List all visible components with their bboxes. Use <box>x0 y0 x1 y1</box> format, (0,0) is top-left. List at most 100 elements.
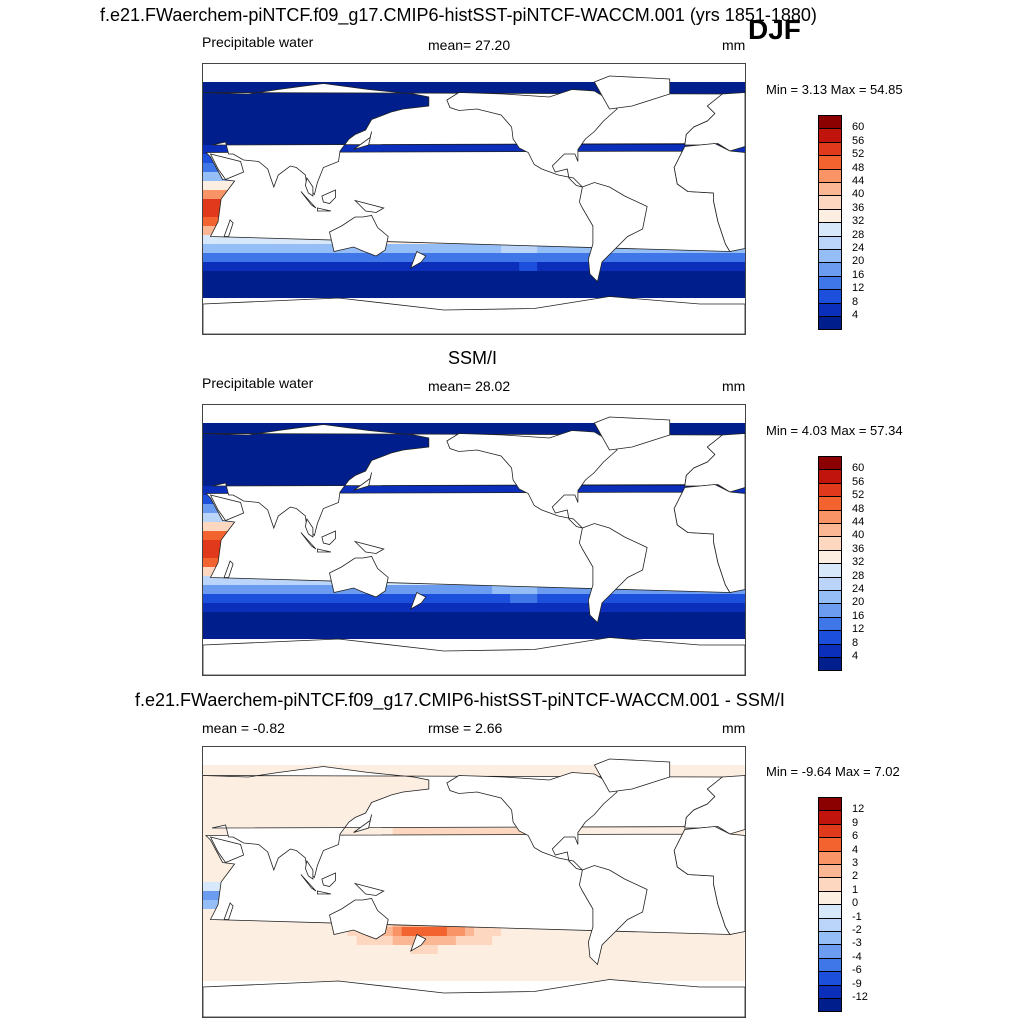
landmass <box>203 979 745 1017</box>
colorbar-swatch <box>818 275 842 291</box>
diff-mean-label: mean = -0.82 <box>202 720 285 736</box>
landmass <box>329 898 389 940</box>
figure-title: f.e21.FWaerchem-piNTCF.f09_g17.CMIP6-his… <box>100 5 817 25</box>
colorbar-swatch <box>818 128 842 143</box>
colorbar-swatch <box>818 864 842 879</box>
landmass <box>353 814 372 833</box>
colorbar-tick-label: -1 <box>852 910 862 923</box>
colorbar-swatch <box>818 890 842 906</box>
colorbar-tick-label: 8 <box>852 636 859 649</box>
colorbar-swatch <box>818 289 842 304</box>
colorbar-tick-label: 20 <box>852 255 865 268</box>
panel-minmax-label: Min = -9.64 Max = 7.02 <box>766 764 900 779</box>
colorbar-swatch <box>818 630 842 645</box>
colorbar-tick-label: 12 <box>852 623 865 636</box>
colorbar-tick-label: 1 <box>852 883 859 896</box>
colorbar-tick-label: 24 <box>852 242 865 254</box>
colorbar-tick-label: 56 <box>852 475 865 488</box>
colorbar-tick-label: 40 <box>852 529 865 542</box>
colorbar-swatch <box>818 944 842 959</box>
landmass <box>353 882 385 896</box>
landmass <box>321 872 336 887</box>
landmass <box>317 207 332 212</box>
landmass <box>203 637 745 675</box>
colorbar-swatch <box>818 657 842 672</box>
landmass <box>329 215 389 257</box>
diff-map <box>202 746 746 1018</box>
landmass <box>300 874 317 892</box>
colorbar-tick-label: -2 <box>852 924 862 936</box>
colorbar-tick-label: 56 <box>852 134 865 147</box>
colorbar-swatch <box>818 998 842 1013</box>
colorbar-swatch <box>818 616 842 632</box>
colorbar-tick-label: -4 <box>852 950 862 963</box>
colorbar-swatch <box>818 456 842 471</box>
landmass <box>578 865 648 966</box>
landmass <box>684 433 745 493</box>
colorbar-swatch <box>818 115 842 130</box>
landmass <box>304 517 314 538</box>
landmass <box>578 523 648 624</box>
landmass <box>353 199 385 213</box>
colorbar-swatch <box>818 496 842 511</box>
colorbar-swatch <box>818 563 842 578</box>
landmass <box>684 92 745 152</box>
landmass <box>410 591 427 610</box>
landmass <box>300 532 317 550</box>
colorbar-swatch <box>818 877 842 892</box>
colorbar-tick-label: 32 <box>852 215 865 228</box>
colorbar-swatch <box>818 971 842 986</box>
panel-mean-label: mean= 28.02 <box>428 378 511 394</box>
landmass <box>304 176 314 197</box>
colorbar-tick-label: 20 <box>852 596 865 609</box>
landmass <box>223 560 234 578</box>
season-label: DJF <box>748 14 801 45</box>
panel-left-label: Precipitable water <box>202 34 314 50</box>
landmass <box>593 75 671 110</box>
colorbar-swatch <box>818 262 842 277</box>
colorbar-tick-label: 52 <box>852 148 865 161</box>
colorbar-tick-label: 28 <box>852 228 865 241</box>
colorbar-swatch <box>818 536 842 551</box>
colorbar-tick-label: -9 <box>852 977 862 990</box>
colorbar-tick-label: 4 <box>852 309 859 321</box>
colorbar-tick-label: 44 <box>852 175 865 187</box>
colorbar-swatch <box>818 523 842 538</box>
colorbar-swatch <box>818 643 842 658</box>
landmass <box>353 540 385 554</box>
colorbar-tick-label: 2 <box>852 870 859 883</box>
landmass <box>223 219 234 237</box>
colorbar-tick-label: 12 <box>852 282 865 295</box>
colorbar-tick-label: 4 <box>852 843 859 856</box>
landmass <box>673 143 745 252</box>
colorbar-swatch <box>818 509 842 524</box>
colorbar-swatch <box>818 249 842 264</box>
colorbar-swatch <box>818 904 842 919</box>
panel-minmax-label: Min = 4.03 Max = 57.34 <box>766 423 903 438</box>
colorbar-swatch <box>818 850 842 865</box>
obs-panel-title: SSM/I <box>448 348 498 368</box>
colorbar-swatch <box>818 222 842 237</box>
panel-units-label: mm <box>722 720 746 736</box>
colorbar-tick-label: 4 <box>852 650 859 662</box>
landmass <box>673 826 745 935</box>
colorbar-tick-label: 60 <box>852 462 865 475</box>
colorbar-tick-label: -12 <box>852 991 868 1003</box>
landmass <box>317 548 332 553</box>
colorbar-swatch <box>818 917 842 932</box>
colorbar-swatch <box>818 590 842 605</box>
colorbar-swatch <box>818 837 842 852</box>
landmass <box>209 494 245 521</box>
panel-units-label: mm <box>722 37 746 53</box>
landmass <box>673 484 745 593</box>
panel-units-label: mm <box>722 378 746 394</box>
colorbar-swatch <box>818 155 842 170</box>
colorbar-swatch <box>818 797 842 812</box>
colorbar-tick-label: 48 <box>852 502 865 515</box>
colorbar-tick-label: 36 <box>852 542 865 555</box>
landmass <box>304 859 314 880</box>
landmass <box>329 556 389 598</box>
colorbar-swatch <box>818 810 842 825</box>
colorbar-swatch <box>818 482 842 498</box>
landmass <box>300 191 317 209</box>
